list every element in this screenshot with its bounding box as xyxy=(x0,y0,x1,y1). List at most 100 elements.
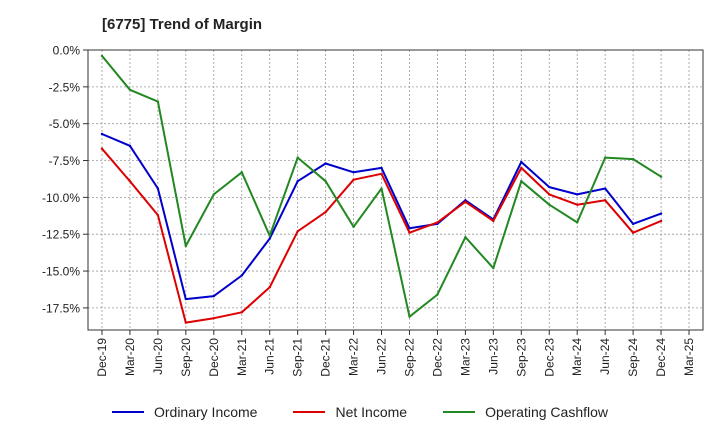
x-tick-label: Mar-24 xyxy=(570,338,584,376)
data-point xyxy=(603,187,607,190)
data-point xyxy=(659,175,663,178)
x-tick-label: Dec-19 xyxy=(95,338,109,377)
data-point xyxy=(659,212,663,215)
y-tick-label: -2.5% xyxy=(49,80,81,94)
data-point xyxy=(128,88,132,91)
data-point xyxy=(324,162,327,165)
data-point xyxy=(100,132,104,136)
data-point xyxy=(156,100,160,103)
data-point xyxy=(436,293,439,296)
data-point xyxy=(576,221,579,224)
data-point xyxy=(184,244,188,248)
data-point xyxy=(296,156,299,159)
legend-label: Ordinary Income xyxy=(153,404,258,420)
x-tick-label: Sep-22 xyxy=(402,338,416,377)
x-tick-label: Mar-20 xyxy=(123,338,137,376)
data-point xyxy=(352,171,355,174)
legend-label: Net Income xyxy=(335,404,408,420)
x-tick-label: Mar-25 xyxy=(682,338,696,376)
data-point xyxy=(520,160,523,164)
x-tick-label: Mar-21 xyxy=(235,338,249,376)
y-axis-ticks: 0.0% -2.5% -5.0% -7.5% -10.0% -12.5% -15.0% -17… xyxy=(42,44,88,315)
data-point xyxy=(520,179,523,183)
data-point xyxy=(240,311,243,314)
legend-item: Operating Cashflow xyxy=(443,404,608,420)
data-point xyxy=(324,179,327,183)
data-point xyxy=(268,286,271,289)
data-point xyxy=(492,219,495,223)
x-tick-label: Sep-23 xyxy=(514,338,528,377)
x-tick-label: Jun-23 xyxy=(486,338,500,375)
y-tick-label: -12.5% xyxy=(42,228,80,242)
x-tick-label: Dec-20 xyxy=(207,338,221,377)
data-point xyxy=(603,156,607,159)
data-point xyxy=(380,166,383,170)
data-point xyxy=(436,221,439,224)
data-point xyxy=(380,187,383,190)
data-point xyxy=(631,222,635,226)
x-tick-label: Dec-23 xyxy=(542,338,556,377)
x-tick-label: Jun-22 xyxy=(375,338,389,375)
data-point xyxy=(184,321,188,324)
legend-label: Operating Cashflow xyxy=(485,404,609,420)
data-point xyxy=(576,193,579,196)
data-point xyxy=(240,274,243,277)
x-tick-label: Mar-23 xyxy=(458,338,472,376)
data-point xyxy=(631,231,635,234)
x-tick-label: Jun-24 xyxy=(598,338,612,375)
series-lines xyxy=(100,54,663,324)
chart-title: [6775] Trend of Margin xyxy=(102,16,263,33)
x-tick-label: Jun-21 xyxy=(263,338,277,375)
data-point xyxy=(576,203,579,206)
data-point xyxy=(268,234,271,237)
data-point xyxy=(464,200,467,203)
grid-lines xyxy=(88,49,703,330)
x-tick-label: Sep-20 xyxy=(179,338,193,377)
legend-item: Ordinary Income xyxy=(111,404,258,420)
y-tick-label: -15.0% xyxy=(42,265,80,279)
x-tick-label: Dec-21 xyxy=(319,338,333,377)
y-tick-label: 0.0% xyxy=(53,44,81,58)
data-point xyxy=(240,171,243,174)
x-tick-label: Jun-20 xyxy=(151,338,165,375)
data-point xyxy=(603,199,607,202)
data-point xyxy=(100,147,104,150)
data-point xyxy=(156,187,160,190)
x-axis-ticks: Dec-19 Mar-20 Jun-20 Sep-20 Dec-20 Mar-21 Jun-… xyxy=(95,330,696,377)
x-tick-label: Mar-22 xyxy=(347,338,361,376)
x-tick-label: Dec-22 xyxy=(430,338,444,377)
data-point xyxy=(548,203,551,206)
data-point xyxy=(212,193,215,196)
legend-swatch xyxy=(293,411,326,413)
data-point xyxy=(212,317,215,320)
data-point xyxy=(631,157,635,161)
data-point xyxy=(659,219,663,223)
data-point xyxy=(296,230,299,233)
data-point xyxy=(492,266,495,270)
legend-swatch xyxy=(443,411,476,413)
data-point xyxy=(408,315,411,318)
data-point xyxy=(324,210,327,214)
data-point xyxy=(408,227,411,230)
data-point xyxy=(296,179,299,183)
data-point xyxy=(464,235,467,239)
data-point xyxy=(184,297,188,301)
legend: Ordinary Income Net Income Operating Cashf… xyxy=(0,404,720,420)
y-tick-label: -17.5% xyxy=(42,301,80,315)
legend-item: Net Income xyxy=(293,404,407,420)
y-tick-label: -5.0% xyxy=(49,117,81,131)
x-tick-label: Sep-21 xyxy=(291,338,305,377)
data-point xyxy=(380,172,383,175)
data-point xyxy=(156,213,160,217)
data-point xyxy=(408,231,411,234)
data-point xyxy=(352,225,355,229)
x-tick-label: Dec-24 xyxy=(654,338,668,377)
y-tick-label: -7.5% xyxy=(49,154,81,168)
y-tick-label: -10.0% xyxy=(42,191,80,205)
data-point xyxy=(128,144,132,147)
data-point xyxy=(352,178,355,181)
legend-swatch xyxy=(111,411,144,413)
data-point xyxy=(128,179,132,183)
data-point xyxy=(212,294,215,298)
